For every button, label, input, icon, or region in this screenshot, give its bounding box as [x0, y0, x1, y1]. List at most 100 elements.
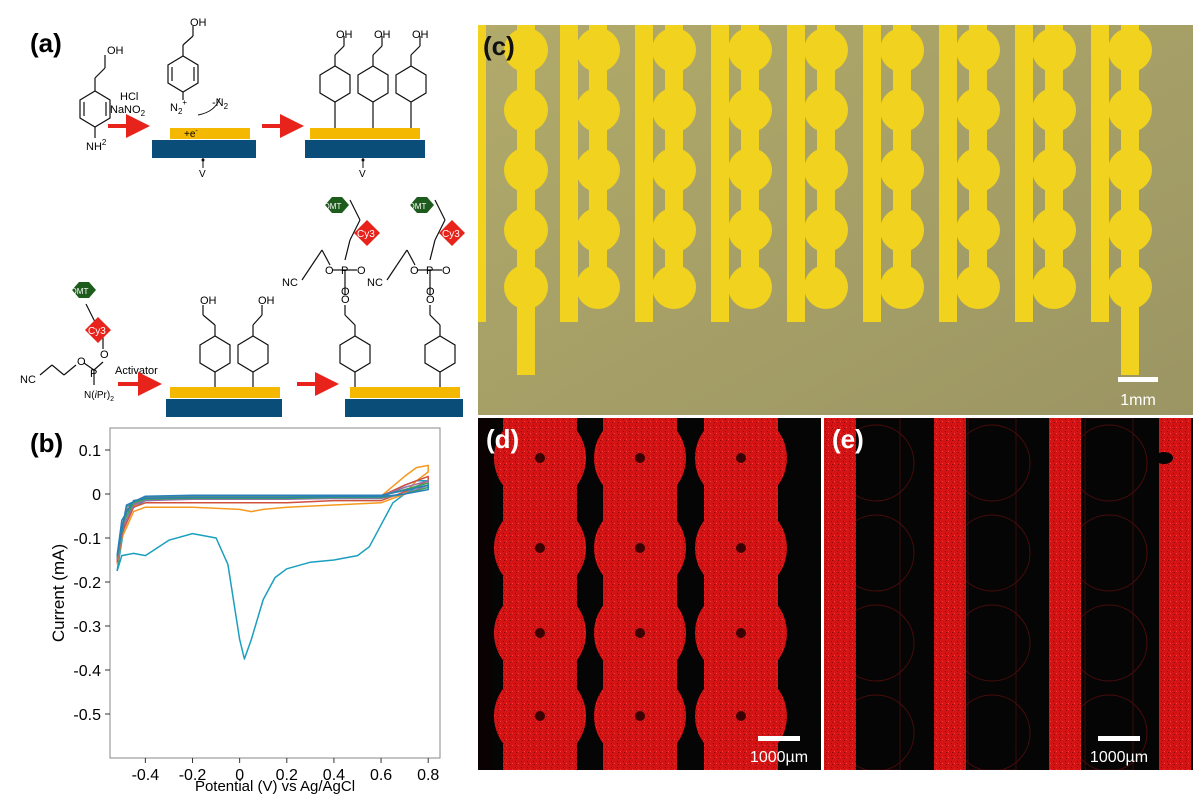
cv-series-line-6 [116, 484, 429, 556]
counter-electrode-stripe [1015, 25, 1033, 322]
counter-electrode-stripe [787, 25, 805, 322]
cy3-dye-product-1 [354, 220, 380, 246]
cy3-dye [85, 317, 111, 343]
y-tick-label: -0.2 [73, 575, 101, 592]
fluorescent-bead-electrode [594, 418, 686, 770]
scale-bar-d [758, 736, 800, 741]
panel-label-a: (a) [30, 28, 62, 58]
svg-text:OH: OH [258, 295, 275, 307]
bead-chain-electrode [1108, 25, 1152, 375]
y-tick-label: -0.3 [73, 619, 101, 636]
svg-text:O: O [357, 265, 366, 277]
y-tick-label: 0 [92, 487, 101, 504]
cv-series-line-4 [116, 480, 429, 561]
svg-text:O: O [77, 356, 86, 368]
diazonium-label: N [170, 102, 178, 114]
fluorescent-stripe [934, 418, 966, 770]
svg-text:DMT: DMT [409, 202, 426, 211]
svg-text:Cy3: Cy3 [357, 229, 375, 240]
y-tick-label: -0.5 [73, 707, 101, 724]
scale-label-c: 1mm [1120, 392, 1156, 409]
scale-label-e: 1000µm [1090, 749, 1148, 766]
bead-chain-electrode [652, 25, 696, 309]
svg-text:NC: NC [367, 277, 383, 289]
bead-chain-electrode [728, 25, 772, 309]
svg-text:OH: OH [200, 295, 217, 307]
svg-text:NH2: NH2 [86, 138, 107, 153]
diisopropylamino-label: N [84, 390, 91, 401]
cv-series-line-5 [116, 482, 429, 558]
svg-text:O: O [442, 265, 451, 277]
y-axis-ticks: 0.1 0 -0.1 -0.2 -0.3 -0.4 -0.5 [73, 443, 110, 724]
nh2-label: NH [86, 141, 102, 153]
hydroxyl-surface-layer [199, 305, 269, 387]
fluorescent-stripe [824, 418, 856, 770]
dark-defect [870, 530, 888, 542]
y-tick-label: -0.1 [73, 531, 101, 548]
counter-electrode-stripe [939, 25, 957, 322]
fluorescent-stripe-array [824, 418, 1191, 770]
scale-bar-e [1098, 736, 1140, 741]
activator-label: Activator [115, 365, 158, 377]
bead-chain-electrode [1032, 25, 1076, 309]
svg-text:O: O [410, 265, 419, 277]
electron-label: +e [184, 129, 196, 140]
x-tick-label: 0 [235, 767, 244, 784]
svg-text:Cy3: Cy3 [442, 229, 460, 240]
svg-text:O: O [341, 286, 350, 298]
x-tick-label: 0.6 [370, 767, 392, 784]
gold-electrode-1 [170, 128, 250, 139]
svg-text:NC: NC [20, 374, 36, 386]
svg-text:+e-: +e- [184, 128, 198, 140]
svg-text:OH: OH [190, 17, 207, 29]
hcl-label: HCl [120, 91, 138, 103]
plot-frame [109, 427, 441, 759]
panel-label-c: (c) [483, 31, 515, 61]
diazonium-molecule [167, 26, 199, 100]
counter-electrode-stripe [711, 25, 729, 322]
fluorescent-stripe [1159, 418, 1191, 770]
panel-label-e: (e) [832, 424, 864, 454]
cv-series-line-2 [116, 464, 429, 565]
x-axis-ticks: -0.4 -0.2 0 0.2 0.4 0.6 0.8 [132, 758, 439, 784]
gold-electrode-4 [350, 387, 460, 398]
bead-chain-electrode [576, 25, 620, 309]
x-tick-label: -0.4 [132, 767, 160, 784]
grafted-phenyl-layer [319, 36, 427, 128]
bead-chain-electrode [504, 25, 548, 375]
bead-chain-electrode [804, 25, 848, 309]
dark-defect [1105, 712, 1123, 724]
dmt-group-product-1 [325, 197, 349, 213]
bead-chain-electrode [956, 25, 1000, 309]
substrate-3 [166, 399, 282, 417]
svg-text:O: O [426, 294, 435, 306]
svg-text:NaNO2: NaNO2 [110, 104, 146, 118]
svg-text:-N2: -N2 [212, 97, 229, 111]
svg-text:N(iPr)2: N(iPr)2 [84, 390, 114, 403]
counter-electrode-stripe [1091, 25, 1109, 322]
reaction-scheme: (a) OH NH2 HCl NaNO2 OH N2+ -N2 +e- V OH… [20, 17, 465, 417]
svg-text:O: O [426, 286, 435, 298]
aminophenethyl-alcohol-molecule [79, 55, 111, 138]
x-axis-label: Potential (V) vs Ag/AgCl [195, 778, 355, 795]
bead-chain-electrode [880, 25, 924, 309]
scale-bar-c [1118, 377, 1158, 382]
cy3-dye-product-2 [439, 220, 465, 246]
optical-micrograph: (c) 1mm [478, 25, 1193, 415]
cv-series-group [116, 464, 429, 660]
svg-text:NC: NC [282, 277, 298, 289]
release-arrow [197, 97, 221, 116]
svg-text:DMT: DMT [71, 287, 88, 296]
panel-label-b: (b) [30, 428, 63, 458]
svg-text:DMT: DMT [324, 202, 341, 211]
y-tick-label: -0.4 [73, 663, 101, 680]
fluorescence-image-d: (d) 1000µm [478, 418, 821, 770]
dark-defect [1155, 452, 1173, 464]
voltage-label-1: V [199, 169, 206, 180]
svg-text:P: P [341, 265, 348, 277]
substrate-4 [345, 399, 463, 417]
voltage-label-2: V [359, 169, 366, 180]
gold-electrode-3 [170, 387, 280, 398]
svg-text:O: O [341, 294, 350, 306]
y-axis-label: Current (mA) [49, 544, 68, 642]
